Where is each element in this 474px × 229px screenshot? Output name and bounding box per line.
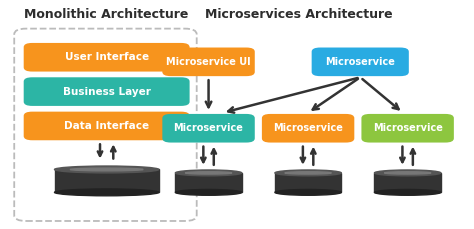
- Text: Microservice: Microservice: [325, 57, 395, 67]
- Text: Microservice: Microservice: [173, 123, 244, 133]
- FancyBboxPatch shape: [24, 77, 190, 106]
- Ellipse shape: [55, 189, 159, 196]
- Ellipse shape: [185, 172, 232, 174]
- Bar: [275, 173, 341, 192]
- Ellipse shape: [175, 189, 242, 195]
- Ellipse shape: [384, 172, 431, 174]
- Bar: [55, 169, 159, 192]
- Text: Data Interface: Data Interface: [64, 121, 149, 131]
- Bar: [175, 173, 242, 192]
- FancyBboxPatch shape: [262, 114, 354, 142]
- Ellipse shape: [70, 168, 143, 171]
- Ellipse shape: [374, 189, 441, 195]
- FancyBboxPatch shape: [24, 43, 190, 71]
- Text: Microservice: Microservice: [273, 123, 343, 133]
- FancyBboxPatch shape: [162, 114, 255, 142]
- FancyBboxPatch shape: [24, 112, 190, 140]
- FancyBboxPatch shape: [162, 48, 255, 76]
- Ellipse shape: [285, 172, 331, 174]
- Bar: [374, 173, 441, 192]
- Text: Monolithic Architecture: Monolithic Architecture: [25, 8, 189, 21]
- FancyBboxPatch shape: [311, 48, 409, 76]
- Text: Microservice: Microservice: [373, 123, 443, 133]
- Ellipse shape: [275, 170, 341, 176]
- Text: Microservice UI: Microservice UI: [166, 57, 251, 67]
- FancyBboxPatch shape: [361, 114, 454, 142]
- Ellipse shape: [374, 170, 441, 176]
- Text: Microservices Architecture: Microservices Architecture: [205, 8, 392, 21]
- Ellipse shape: [275, 189, 341, 195]
- Ellipse shape: [55, 166, 159, 173]
- Text: Business Layer: Business Layer: [63, 87, 151, 97]
- Text: User Interface: User Interface: [64, 52, 149, 62]
- Ellipse shape: [175, 170, 242, 176]
